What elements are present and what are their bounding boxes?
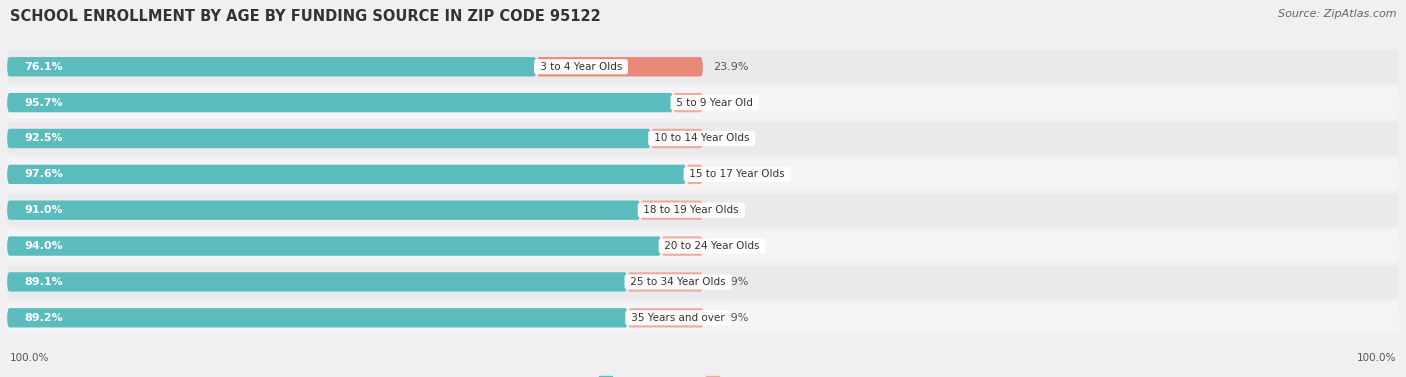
Text: 95.7%: 95.7% bbox=[24, 98, 63, 107]
FancyBboxPatch shape bbox=[640, 201, 703, 220]
FancyBboxPatch shape bbox=[661, 236, 703, 256]
Text: Source: ZipAtlas.com: Source: ZipAtlas.com bbox=[1278, 9, 1396, 20]
FancyBboxPatch shape bbox=[7, 302, 1399, 334]
FancyBboxPatch shape bbox=[537, 57, 703, 77]
Text: 97.6%: 97.6% bbox=[24, 169, 63, 179]
FancyBboxPatch shape bbox=[7, 230, 1399, 262]
FancyBboxPatch shape bbox=[7, 266, 1399, 298]
Text: 23.9%: 23.9% bbox=[713, 62, 749, 72]
Text: 92.5%: 92.5% bbox=[24, 133, 63, 144]
Text: 2.4%: 2.4% bbox=[713, 169, 742, 179]
FancyBboxPatch shape bbox=[7, 86, 1399, 119]
FancyBboxPatch shape bbox=[7, 57, 537, 77]
Text: 18 to 19 Year Olds: 18 to 19 Year Olds bbox=[640, 205, 742, 215]
Text: 6.0%: 6.0% bbox=[713, 241, 742, 251]
FancyBboxPatch shape bbox=[7, 165, 686, 184]
FancyBboxPatch shape bbox=[7, 129, 651, 148]
FancyBboxPatch shape bbox=[7, 123, 1399, 155]
Legend: Public School, Private School: Public School, Private School bbox=[599, 376, 807, 377]
Text: SCHOOL ENROLLMENT BY AGE BY FUNDING SOURCE IN ZIP CODE 95122: SCHOOL ENROLLMENT BY AGE BY FUNDING SOUR… bbox=[10, 9, 600, 25]
Text: 10.9%: 10.9% bbox=[713, 277, 749, 287]
Text: 89.2%: 89.2% bbox=[24, 313, 63, 323]
Text: 89.1%: 89.1% bbox=[24, 277, 63, 287]
FancyBboxPatch shape bbox=[7, 236, 661, 256]
FancyBboxPatch shape bbox=[7, 93, 673, 112]
Text: 4.3%: 4.3% bbox=[713, 98, 742, 107]
Text: 15 to 17 Year Olds: 15 to 17 Year Olds bbox=[686, 169, 789, 179]
Text: 20 to 24 Year Olds: 20 to 24 Year Olds bbox=[661, 241, 763, 251]
FancyBboxPatch shape bbox=[7, 201, 640, 220]
FancyBboxPatch shape bbox=[686, 165, 703, 184]
Text: 10 to 14 Year Olds: 10 to 14 Year Olds bbox=[651, 133, 752, 144]
FancyBboxPatch shape bbox=[7, 272, 627, 291]
Text: 100.0%: 100.0% bbox=[1357, 353, 1396, 363]
FancyBboxPatch shape bbox=[628, 308, 703, 328]
Text: 91.0%: 91.0% bbox=[24, 205, 63, 215]
FancyBboxPatch shape bbox=[673, 93, 703, 112]
Text: 9.0%: 9.0% bbox=[713, 205, 742, 215]
Text: 10.9%: 10.9% bbox=[714, 313, 749, 323]
FancyBboxPatch shape bbox=[7, 194, 1399, 226]
Text: 3 to 4 Year Olds: 3 to 4 Year Olds bbox=[537, 62, 626, 72]
FancyBboxPatch shape bbox=[627, 272, 703, 291]
FancyBboxPatch shape bbox=[7, 308, 628, 328]
FancyBboxPatch shape bbox=[7, 158, 1399, 190]
Text: 5 to 9 Year Old: 5 to 9 Year Old bbox=[673, 98, 756, 107]
Text: 100.0%: 100.0% bbox=[10, 353, 49, 363]
Text: 76.1%: 76.1% bbox=[24, 62, 63, 72]
Text: 35 Years and over: 35 Years and over bbox=[628, 313, 728, 323]
Text: 94.0%: 94.0% bbox=[24, 241, 63, 251]
Text: 7.5%: 7.5% bbox=[713, 133, 742, 144]
FancyBboxPatch shape bbox=[7, 51, 1399, 83]
FancyBboxPatch shape bbox=[651, 129, 703, 148]
Text: 25 to 34 Year Olds: 25 to 34 Year Olds bbox=[627, 277, 730, 287]
